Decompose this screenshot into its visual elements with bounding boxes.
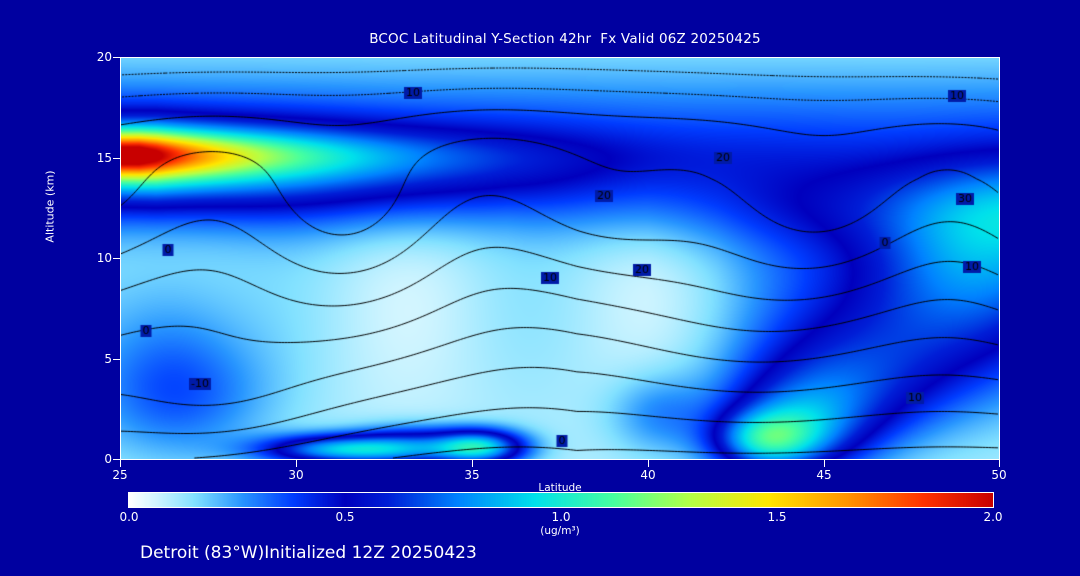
y-tickmark-10 [113, 258, 120, 259]
y-tick-label-0: 0 [104, 452, 112, 466]
x-tick-label-40: 40 [640, 468, 656, 482]
colorbar-tick-3: 1.5 [767, 510, 787, 524]
x-tickmark-45 [824, 460, 825, 467]
colorbar-tick-4: 2.0 [983, 510, 1003, 524]
x-tick-label-35: 35 [464, 468, 480, 482]
x-tick-label-45: 45 [816, 468, 832, 482]
y-tickmark-15 [113, 158, 120, 159]
x-tickmark-35 [472, 460, 473, 467]
x-tick-label-50: 50 [991, 468, 1007, 482]
colorbar-gradient [129, 493, 993, 507]
x-tick-label-25: 25 [112, 468, 128, 482]
heatmap-canvas [121, 58, 999, 459]
y-axis-label: Altitude (km) [43, 170, 57, 243]
y-tickmark-20 [113, 57, 120, 58]
y-tick-label-10: 10 [96, 251, 112, 265]
y-tickmark-5 [113, 359, 120, 360]
chart-title: BCOC Latitudinal Y-Section 42hr Fx Valid… [369, 31, 761, 47]
x-axis-label: Latitude [538, 482, 582, 494]
y-tick-label-5: 5 [104, 352, 112, 366]
colorbar [128, 492, 994, 508]
x-tickmark-40 [648, 460, 649, 467]
colorbar-units-label: (ug/m³) [540, 525, 580, 537]
colorbar-tick-2: 1.0 [551, 510, 571, 524]
y-tick-label-15: 15 [96, 151, 112, 165]
x-tickmark-25 [120, 460, 121, 467]
footer-caption: Detroit (83°W)Initialized 12Z 20250423 [140, 543, 477, 563]
x-tickmark-50 [999, 460, 1000, 467]
y-tick-label-20: 20 [96, 50, 112, 64]
colorbar-tick-0: 0.0 [119, 510, 139, 524]
x-tick-label-30: 30 [288, 468, 304, 482]
plot-area [120, 57, 1000, 460]
y-tickmark-0 [113, 459, 120, 460]
x-tickmark-30 [296, 460, 297, 467]
colorbar-tick-1: 0.5 [335, 510, 355, 524]
